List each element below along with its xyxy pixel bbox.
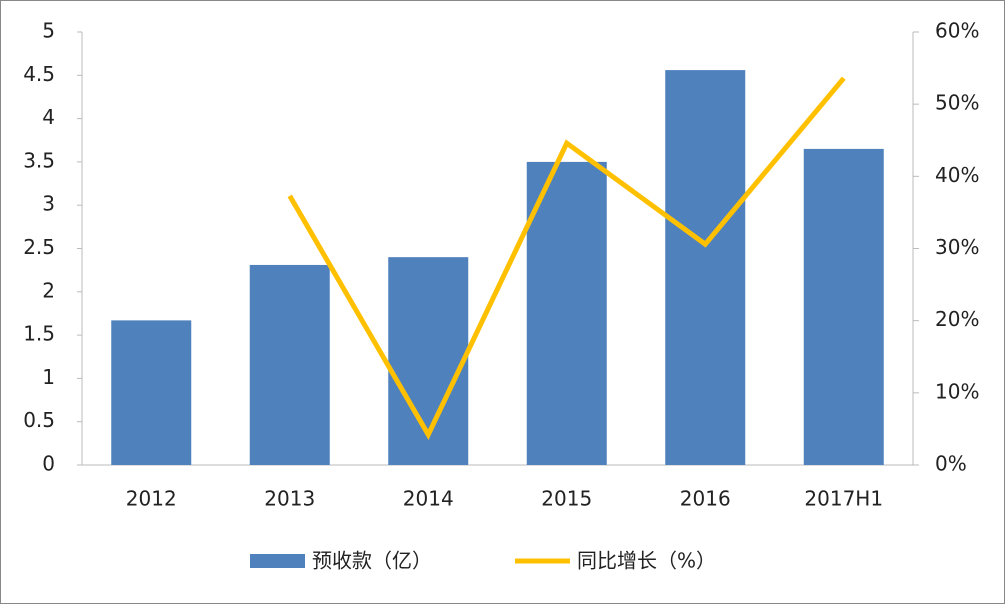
y-tick-label: 5	[42, 19, 55, 43]
y-tick-label: 1.5	[23, 322, 55, 346]
y-tick-label: 0.5	[23, 408, 55, 432]
bar	[803, 148, 884, 465]
y-tick-label: 3	[42, 192, 55, 216]
x-tick-label: 2016	[680, 487, 731, 511]
y-tick-label: 3.5	[23, 148, 55, 172]
y-tick-label: 4	[42, 105, 55, 129]
y-tick-label: 2.5	[23, 235, 55, 259]
x-tick-label: 2012	[126, 487, 177, 511]
bar	[665, 70, 746, 465]
legend-label: 预收款（亿）	[312, 549, 432, 573]
y2-tick-label: 30%	[935, 235, 979, 259]
x-tick-label: 2013	[264, 487, 315, 511]
legend-swatch	[250, 554, 305, 568]
y-tick-label: 1	[42, 365, 55, 389]
y2-tick-label: 0%	[935, 452, 967, 476]
y2-tick-label: 60%	[935, 19, 979, 43]
y2-tick-label: 10%	[935, 379, 979, 403]
y-tick-label: 0	[42, 452, 55, 476]
x-tick-label: 2015	[541, 487, 592, 511]
legend-label: 同比增长（%）	[577, 549, 716, 573]
line	[287, 76, 846, 441]
y2-tick-label: 40%	[935, 163, 979, 187]
y2-tick-label: 50%	[935, 91, 979, 115]
bar	[111, 320, 192, 465]
y-tick-label: 2	[42, 278, 55, 302]
x-tick-label: 2014	[403, 487, 454, 511]
x-tick-label: 2017H1	[804, 487, 883, 511]
bar	[526, 161, 607, 465]
y2-tick-label: 20%	[935, 307, 979, 331]
y-tick-label: 4.5	[23, 62, 55, 86]
bar	[249, 264, 330, 465]
